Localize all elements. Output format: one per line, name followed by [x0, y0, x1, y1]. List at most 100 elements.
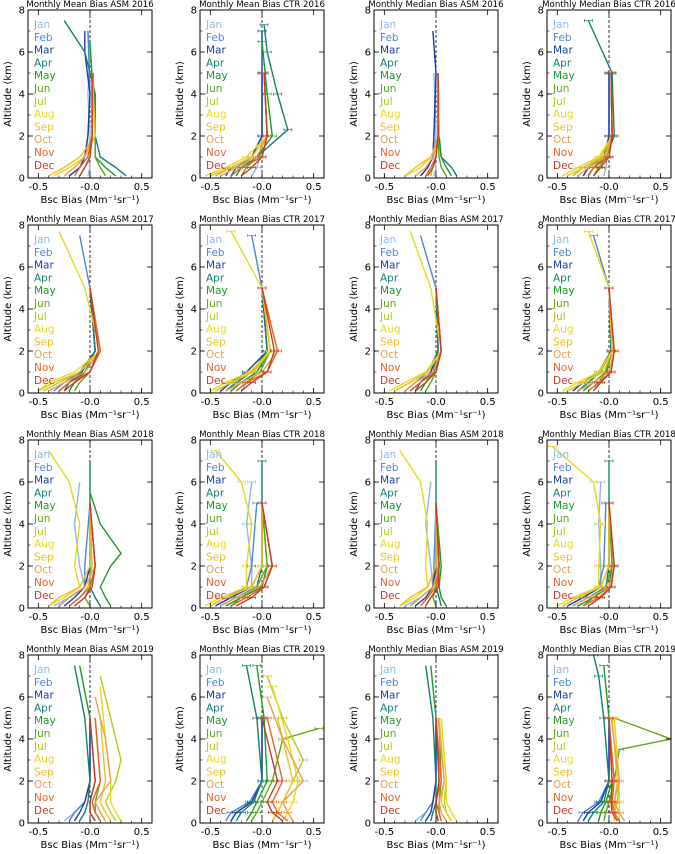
- legend-entry-oct: Oct: [380, 564, 398, 576]
- series-group: [204, 449, 277, 607]
- chart-title: Monthly Median Bias ASM 2017: [368, 215, 503, 225]
- legend-entry-nov: Nov: [380, 792, 401, 804]
- legend-entry-may: May: [380, 70, 402, 82]
- y-tick-label: 6: [191, 693, 197, 704]
- x-tick-label: 0.5: [306, 397, 322, 408]
- legend-entry-mar: Mar: [34, 475, 54, 487]
- legend-entry-aug: Aug: [206, 539, 227, 551]
- chart-title: Monthly Mean Bias CTR 2019: [199, 645, 325, 655]
- y-tick-label: 6: [365, 263, 371, 274]
- series-line-dec: [435, 717, 440, 822]
- legend-entry-sep: Sep: [380, 766, 400, 778]
- series-line-may: [598, 665, 613, 822]
- legend-entry-oct: Oct: [34, 349, 52, 361]
- x-tick-label: 0.5: [480, 397, 496, 408]
- legend-entry-jun: Jun: [379, 513, 396, 525]
- x-tick-label: -0.5: [201, 612, 221, 623]
- series-line-dec: [414, 287, 442, 392]
- legend-entry-apr: Apr: [380, 272, 399, 284]
- y-tick-label: 8: [538, 6, 544, 17]
- legend-entry-jan: Jan: [205, 234, 222, 246]
- y-tick-label: 2: [191, 562, 197, 573]
- y-tick-label: 0: [19, 819, 25, 830]
- legend-entry-feb: Feb: [380, 32, 399, 44]
- legend-entry-jul: Jul: [33, 96, 47, 108]
- y-tick-label: 6: [538, 263, 544, 274]
- y-tick-label: 6: [19, 48, 25, 59]
- series-line-aug: [399, 450, 429, 607]
- series-line-feb: [230, 73, 263, 177]
- legend-entry-jan: Jan: [552, 234, 569, 246]
- legend-entry-jun: Jun: [33, 83, 50, 95]
- series-group: [209, 229, 282, 392]
- legend-entry-dec: Dec: [206, 160, 227, 172]
- legend-entry-feb: Feb: [206, 677, 225, 689]
- legend-entry-feb: Feb: [34, 677, 53, 689]
- series-line-mar: [230, 718, 263, 822]
- legend-entry-oct: Oct: [553, 134, 571, 146]
- legend-entry-jan: Jan: [552, 449, 569, 461]
- y-axis-label: Altitude (km): [349, 61, 360, 127]
- legend-entry-aug: Aug: [206, 324, 227, 336]
- legend-entry-apr: Apr: [380, 487, 399, 499]
- y-axis-label: Altitude (km): [175, 276, 186, 342]
- y-tick-label: 6: [538, 48, 544, 59]
- legend-entry-feb: Feb: [206, 247, 225, 259]
- legend-entry-sep: Sep: [553, 551, 573, 563]
- legend-entry-mar: Mar: [380, 475, 400, 487]
- x-tick-label: -0.5: [201, 397, 221, 408]
- legend-entry-nov: Nov: [206, 792, 227, 804]
- legend-entry-aug: Aug: [380, 109, 401, 121]
- legend-entry-feb: Feb: [206, 462, 225, 474]
- chart-panel: Monthly Mean Bias ASM 2017 JanFebMarAprMa…: [3, 215, 154, 421]
- x-axis-label: Bsc Bias (Mm⁻¹sr⁻¹): [41, 410, 140, 421]
- chart-panel: Monthly Median Bias ASM 2018 JanFebMarApr…: [349, 430, 504, 636]
- legend-entry-nov: Nov: [553, 577, 574, 589]
- y-tick-label: 2: [191, 132, 197, 143]
- y-tick-label: 8: [365, 221, 371, 232]
- series-line-mar: [425, 718, 437, 822]
- legend-entry-nov: Nov: [34, 792, 55, 804]
- x-tick-label: -0.0: [252, 612, 272, 623]
- legend-entry-mar: Mar: [206, 475, 226, 487]
- legend-entry-sep: Sep: [380, 121, 400, 133]
- legend-entry-mar: Mar: [206, 690, 226, 702]
- chart-title: Monthly Median Bias ASM 2016: [368, 0, 503, 10]
- series-line-aug: [271, 686, 299, 822]
- legend-entry-apr: Apr: [206, 57, 225, 69]
- legend-entry-feb: Feb: [34, 32, 53, 44]
- x-axis-label: Bsc Bias (Mm⁻¹sr⁻¹): [213, 840, 312, 850]
- y-tick-label: 2: [19, 347, 25, 358]
- x-axis-label: Bsc Bias (Mm⁻¹sr⁻¹): [560, 195, 659, 206]
- legend-entry-jun: Jun: [33, 728, 50, 740]
- legend-entry-apr: Apr: [380, 57, 399, 69]
- x-tick-label: -0.5: [375, 397, 395, 408]
- legend-entry-nov: Nov: [553, 362, 574, 374]
- legend-entry-mar: Mar: [34, 45, 54, 57]
- chart-title: Monthly Median Bias CTR 2018: [542, 430, 675, 440]
- legend-entry-jul: Jul: [205, 311, 219, 323]
- legend-entry-oct: Oct: [34, 779, 52, 791]
- y-tick-label: 0: [191, 604, 197, 615]
- chart-panel: Monthly Mean Bias ASM 2018 JanFebMarAprMa…: [3, 430, 154, 636]
- x-tick-label: 0.5: [134, 827, 150, 838]
- series-line-dec: [63, 287, 100, 392]
- x-axis-label: Bsc Bias (Mm⁻¹sr⁻¹): [387, 195, 486, 206]
- legend-entry-mar: Mar: [380, 260, 400, 272]
- chart-panel: Monthly Mean Bias ASM 2019 JanFebMarAprMa…: [3, 645, 154, 851]
- chart-panel: Monthly Mean Bias CTR 2016 JanFebMarAprMa…: [175, 0, 325, 206]
- y-axis-label: Altitude (km): [349, 491, 360, 557]
- legend-entry-jul: Jul: [379, 96, 393, 108]
- legend-entry-aug: Aug: [553, 539, 574, 551]
- legend-entry-nov: Nov: [380, 147, 401, 159]
- legend-entry-jul: Jul: [205, 96, 219, 108]
- legend-entry-jun: Jun: [552, 513, 569, 525]
- legend-entry-sep: Sep: [553, 121, 573, 133]
- series-group: [63, 665, 122, 822]
- series-line-dec: [79, 73, 93, 177]
- legend-entry-feb: Feb: [553, 247, 572, 259]
- series-line-mar: [419, 30, 437, 177]
- legend-entry-dec: Dec: [34, 375, 55, 387]
- y-tick-label: 8: [191, 221, 197, 232]
- legend-entry-dec: Dec: [34, 590, 55, 602]
